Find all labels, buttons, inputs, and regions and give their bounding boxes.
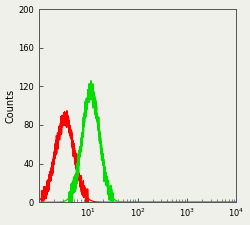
Y-axis label: Counts: Counts <box>6 89 16 123</box>
